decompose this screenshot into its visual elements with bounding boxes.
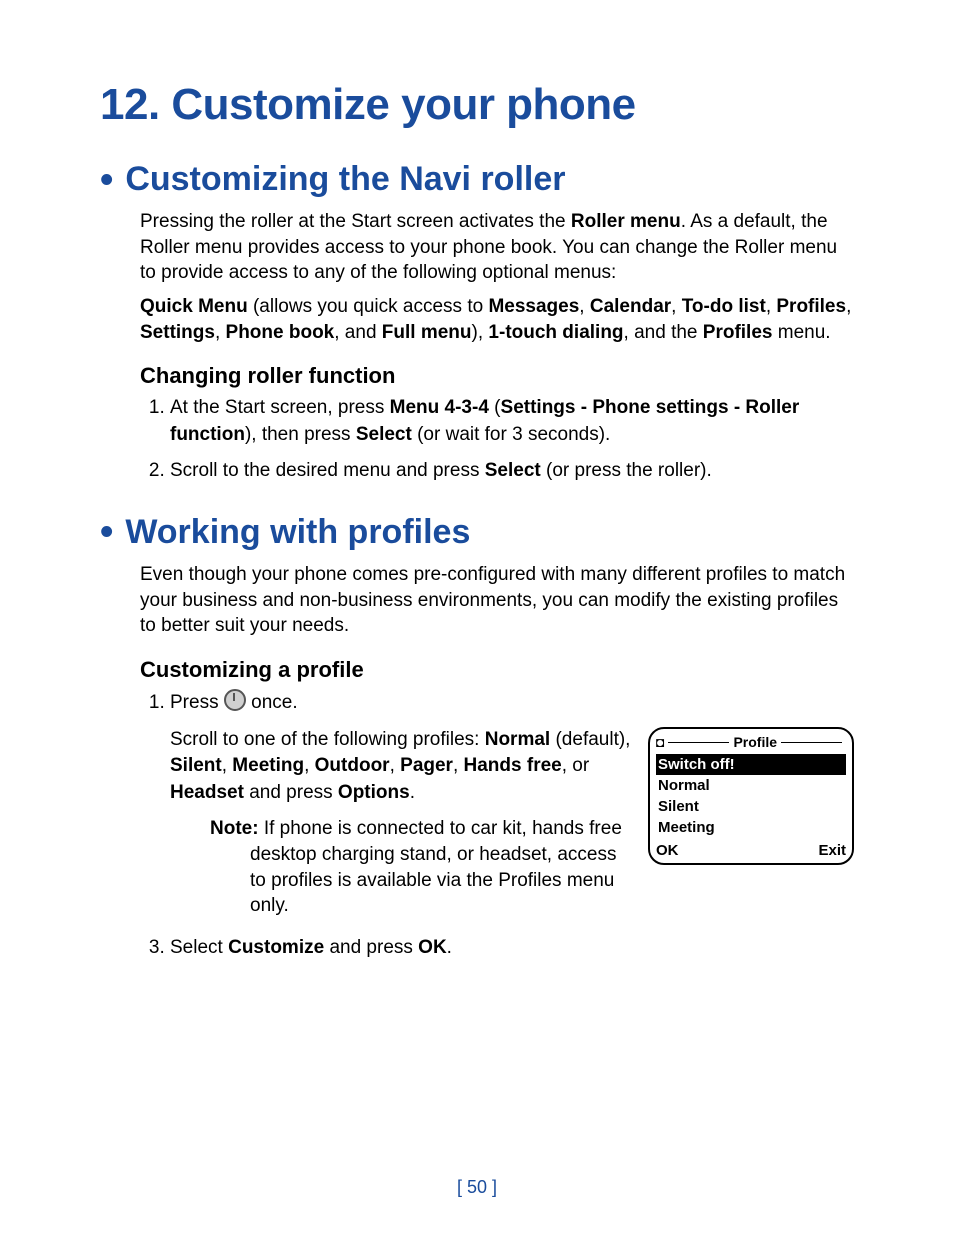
title-line (668, 742, 729, 743)
power-button-icon (224, 689, 246, 711)
screen-title-row: ◘ Profile (656, 733, 846, 753)
steps-customizing-profile: Press once. ◘ Profile Switch off! Normal… (140, 689, 854, 962)
list-item: Meeting (656, 817, 846, 838)
note-text: If phone is connected to car kit, hands … (250, 818, 622, 916)
page-number: [ 50 ] (0, 1177, 954, 1198)
title-line (781, 742, 842, 743)
list-item: Normal (656, 775, 846, 796)
bullet-icon: • (100, 513, 113, 551)
softkey-left: OK (656, 840, 679, 861)
step-2: Scroll to the desired menu and press Sel… (170, 458, 854, 485)
section-navi-roller: • Customizing the Navi roller (100, 160, 854, 199)
step-1: At the Start screen, press Menu 4-3-4 (S… (170, 395, 854, 448)
section-profiles: • Working with profiles (100, 513, 854, 552)
bullet-icon: • (100, 161, 113, 199)
softkey-row: OK Exit (656, 840, 846, 861)
step-2: ◘ Profile Switch off! Normal Silent Meet… (170, 727, 854, 925)
step-3: Select Customize and press OK. (170, 935, 854, 962)
list-item: Silent (656, 796, 846, 817)
manual-page: 12. Customize your phone • Customizing t… (0, 0, 954, 1248)
para-quick-menu: Quick Menu (allows you quick access to M… (140, 294, 854, 345)
list-item: Switch off! (656, 754, 846, 775)
sub-changing-roller: Changing roller function (140, 363, 854, 389)
chapter-heading: 12. Customize your phone (100, 80, 854, 130)
section-title: Customizing the Navi roller (125, 160, 565, 199)
chapter-title: Customize your phone (171, 80, 635, 129)
steps-changing-roller: At the Start screen, press Menu 4-3-4 (S… (140, 395, 854, 485)
screen-icon: ◘ (656, 733, 664, 753)
softkey-right: Exit (818, 840, 846, 861)
screen-title: Profile (733, 733, 777, 753)
note-label: Note: (210, 818, 259, 839)
sub-customizing-profile: Customizing a profile (140, 657, 854, 683)
para-roller-intro: Pressing the roller at the Start screen … (140, 209, 854, 286)
para-profiles-intro: Even though your phone comes pre-configu… (140, 562, 854, 639)
chapter-number: 12. (100, 80, 160, 129)
section-title: Working with profiles (125, 513, 470, 552)
phone-screen-illustration: ◘ Profile Switch off! Normal Silent Meet… (648, 727, 854, 866)
step-1: Press once. (170, 689, 854, 717)
